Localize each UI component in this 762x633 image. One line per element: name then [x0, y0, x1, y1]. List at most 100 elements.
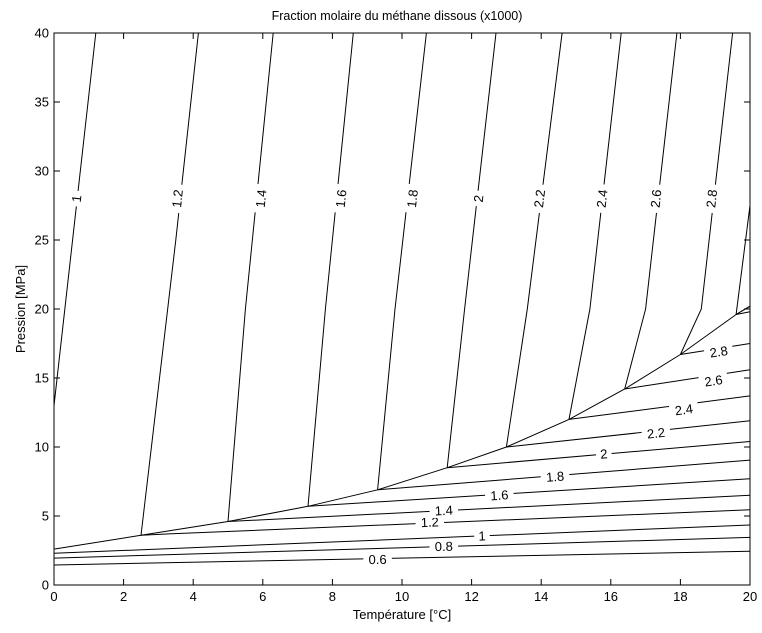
contour-line: [568, 395, 751, 420]
contour-label: 1.6: [484, 487, 515, 504]
contour-line: [735, 205, 751, 315]
contour-label: 1.2: [415, 514, 445, 530]
y-tick-label: 5: [42, 509, 49, 524]
contour-label-text: 1.8: [404, 189, 421, 209]
contour-label-bg: [530, 183, 549, 214]
contour-label-bg: [484, 487, 515, 504]
contour-line: [505, 32, 563, 448]
y-tick-label: 10: [35, 440, 49, 455]
contour-line: [140, 32, 199, 536]
contour-line: [227, 494, 751, 522]
contour-label-text: 2.6: [648, 189, 665, 209]
x-tick-label: 12: [464, 589, 478, 604]
contour-label: 2.2: [530, 183, 549, 214]
contour-line: [307, 32, 354, 507]
contour-label: 2.2: [641, 424, 671, 442]
contour-labels: 0.60.8111.21.21.41.41.61.61.81.8222.22.2…: [68, 183, 734, 567]
contour-label-text: 2.2: [531, 189, 548, 209]
contour-label-bg: [470, 190, 487, 208]
contour-label: 2.8: [703, 183, 721, 214]
contour-line: [377, 32, 427, 490]
x-tick-label: 20: [743, 589, 757, 604]
contour-line: [227, 32, 274, 522]
contour-label-text: 2.4: [674, 401, 694, 418]
contour-label-text: 1: [69, 194, 85, 203]
contour-line: [735, 305, 751, 315]
contour-label-text: 1.6: [333, 189, 350, 209]
contour-label-text: 2.4: [594, 189, 611, 209]
y-tick-label: 35: [35, 95, 49, 110]
contour-label: 1: [68, 190, 85, 208]
contour-label: 2.8: [703, 342, 734, 361]
x-tick-label: 14: [534, 589, 548, 604]
contour-label-text: 1.6: [490, 487, 509, 503]
contour-label-text: 2.2: [646, 425, 666, 442]
contour-line: [140, 509, 751, 536]
contour-label: 1.4: [429, 502, 459, 519]
contour-label-text: 2: [471, 194, 487, 203]
contour-lines: [53, 32, 751, 566]
contour-label-bg: [641, 424, 671, 442]
contour-label-bg: [473, 528, 491, 544]
contour-line: [307, 478, 751, 507]
y-tick-label: 15: [35, 371, 49, 386]
hydrate-boundary-curve: [53, 305, 751, 550]
contour-label-text: 0.8: [435, 539, 454, 555]
contour-label: 0.6: [363, 552, 392, 567]
x-tick-label: 6: [259, 589, 266, 604]
contour-label-text: 2: [600, 446, 608, 462]
contour-label: 1.4: [252, 183, 270, 214]
x-axis: 0 2 4 6 8 10 12 14 16 18 20: [50, 33, 757, 604]
y-tick-label: 30: [35, 164, 49, 179]
contour-label-bg: [595, 446, 613, 462]
contour-label-bg: [698, 371, 729, 390]
contour-line: [53, 536, 751, 559]
contour-line: [736, 311, 751, 315]
x-tick-label: 0: [50, 589, 57, 604]
contour-label: 2.4: [668, 400, 699, 419]
contour-label-text: 1.8: [545, 468, 564, 484]
y-axis-label: Pression [MPa]: [13, 265, 28, 353]
contour-label-bg: [363, 552, 392, 567]
contour-label-text: 1: [478, 528, 486, 543]
contour-label: 2: [470, 190, 487, 208]
contour-label-text: 2.8: [703, 189, 720, 209]
contour-label-bg: [429, 538, 459, 554]
contour-label-bg: [668, 400, 699, 419]
y-tick-label: 25: [35, 233, 49, 248]
contour-label-bg: [169, 183, 186, 214]
y-tick-label: 40: [35, 26, 49, 41]
contour-label-bg: [403, 183, 421, 214]
contour-label-bg: [647, 183, 665, 214]
contour-label: 2: [595, 446, 613, 462]
contour-label-bg: [68, 190, 85, 208]
contour-label-bg: [415, 514, 445, 530]
contour-label: 0.8: [429, 538, 459, 555]
y-tick-label: 20: [35, 302, 49, 317]
contour-label-text: 1.2: [420, 514, 439, 530]
x-axis-label: Température [°C]: [353, 607, 451, 622]
contour-label: 1.8: [403, 183, 421, 214]
contour-line: [53, 524, 751, 554]
contour-label-bg: [332, 183, 350, 214]
contour-label-text: 1.4: [253, 189, 270, 209]
contour-label: 1.6: [332, 183, 350, 214]
contour-line: [446, 32, 497, 468]
contour-line: [624, 32, 678, 390]
contour-line: [506, 420, 751, 448]
contour-label: 1.8: [540, 468, 570, 485]
contour-label-bg: [540, 468, 570, 485]
x-tick-label: 8: [329, 589, 336, 604]
contour-label: 1: [473, 528, 491, 544]
contour-label-bg: [429, 502, 459, 519]
contour-line: [568, 32, 622, 420]
contour-label-text: 0.6: [368, 552, 386, 567]
contour-label-bg: [703, 183, 721, 214]
contour-label: 1.2: [169, 183, 186, 214]
contour-label-text: 1.2: [169, 189, 186, 209]
contour-line: [53, 550, 751, 566]
x-tick-label: 18: [673, 589, 687, 604]
contour-label-bg: [593, 183, 611, 214]
